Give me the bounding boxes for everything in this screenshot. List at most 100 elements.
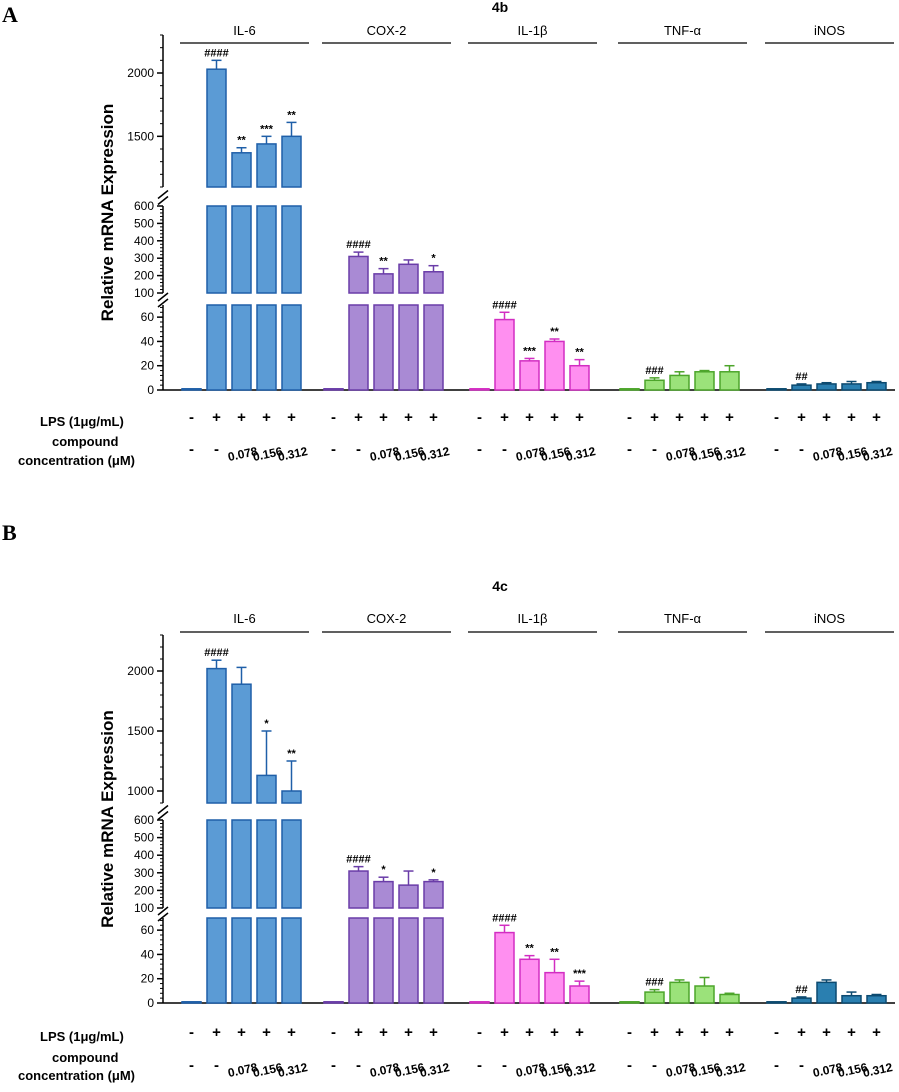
lps-symbol: - <box>477 1024 482 1041</box>
bar <box>719 993 740 1004</box>
lps-symbol: + <box>525 1024 534 1041</box>
bar <box>281 205 302 294</box>
bar <box>841 994 862 1004</box>
concentration-value: 0.156 <box>540 1060 573 1080</box>
lps-symbol: + <box>354 1024 363 1041</box>
significance-label: #### <box>492 299 516 311</box>
bar <box>694 371 715 391</box>
bar <box>569 985 590 1004</box>
y-tick-label: 500 <box>134 831 154 845</box>
lps-symbol: - <box>774 409 779 426</box>
bar <box>181 1001 202 1004</box>
lps-symbol: + <box>354 409 363 426</box>
concentration-symbol: - <box>189 441 194 458</box>
concentration-value: 0.078 <box>369 444 402 464</box>
axis-break-mark <box>157 804 169 815</box>
concentration-value: 0.312 <box>862 444 895 464</box>
significance-label: ** <box>287 109 296 121</box>
group-label: IL-1β <box>518 611 548 626</box>
lps-row-label: LPS (1μg/mL) <box>40 414 124 429</box>
bar <box>231 683 252 804</box>
bar <box>544 971 565 1004</box>
significance-label: * <box>431 253 436 265</box>
concentration-value: 0.078 <box>665 1060 698 1080</box>
lps-symbol: + <box>379 1024 388 1041</box>
lps-symbol: - <box>627 1024 632 1041</box>
bar <box>206 68 227 188</box>
axis-break-mark <box>157 195 169 206</box>
y-tick-label: 20 <box>141 359 155 373</box>
axis-break-mark <box>157 906 169 916</box>
bar <box>323 388 344 391</box>
significance-label: *** <box>260 123 274 135</box>
bar <box>423 271 444 294</box>
concentration-value: 0.078 <box>515 444 548 464</box>
axis-break-mark <box>157 810 169 821</box>
group-label: IL-6 <box>233 23 255 38</box>
lps-symbol: + <box>675 1024 684 1041</box>
y-tick-label: 40 <box>141 334 155 348</box>
lps-symbol: + <box>404 1024 413 1041</box>
compound-row-label: concentration (μM) <box>18 1068 135 1083</box>
concentration-symbol: - <box>477 1057 482 1074</box>
bar <box>544 340 565 391</box>
y-tick-label: 600 <box>134 813 154 827</box>
significance-label: #### <box>492 912 516 924</box>
bar <box>256 774 277 804</box>
bar <box>644 991 665 1004</box>
significance-label: * <box>264 718 269 730</box>
concentration-value: 0.156 <box>540 444 573 464</box>
bar <box>791 384 812 391</box>
lps-symbol: + <box>212 1024 221 1041</box>
significance-label: ** <box>575 347 584 359</box>
lps-symbol: + <box>404 409 413 426</box>
lps-symbol: + <box>797 409 806 426</box>
compound-row-label: concentration (μM) <box>18 453 135 468</box>
concentration-symbol: - <box>502 1057 507 1074</box>
bar <box>519 958 540 1004</box>
y-tick-label: 1500 <box>127 129 154 143</box>
concentration-value: 0.156 <box>394 1060 427 1080</box>
bar <box>494 318 515 391</box>
bar <box>469 388 490 391</box>
bar <box>494 931 515 1004</box>
bar <box>398 917 419 1004</box>
group-label: IL-6 <box>233 611 255 626</box>
lps-symbol: + <box>287 409 296 426</box>
bar <box>519 360 540 391</box>
lps-symbol: - <box>189 409 194 426</box>
concentration-value: 0.312 <box>419 1060 452 1080</box>
bar <box>323 1001 344 1004</box>
concentration-symbol: - <box>214 441 219 458</box>
concentration-symbol: - <box>502 441 507 458</box>
y-tick-label: 1500 <box>127 724 154 738</box>
bar <box>373 880 394 909</box>
y-tick-label: 20 <box>141 972 155 986</box>
bar <box>866 381 887 391</box>
significance-label: #### <box>204 647 228 659</box>
lps-symbol: + <box>725 1024 734 1041</box>
concentration-value: 0.156 <box>252 444 285 464</box>
concentration-symbol: - <box>477 441 482 458</box>
lps-symbol: + <box>822 1024 831 1041</box>
bar <box>766 1001 787 1004</box>
lps-symbol: + <box>650 409 659 426</box>
bar <box>206 917 227 1004</box>
y-axis-label: Relative mRNA Expression <box>98 104 117 322</box>
group-label: COX-2 <box>367 23 407 38</box>
concentration-value: 0.156 <box>690 444 723 464</box>
axis-break-mark <box>157 189 169 200</box>
lps-symbol: - <box>189 1024 194 1041</box>
bar <box>206 205 227 294</box>
lps-symbol: + <box>379 409 388 426</box>
bar <box>348 870 369 909</box>
concentration-value: 0.156 <box>252 1060 285 1080</box>
lps-symbol: + <box>822 409 831 426</box>
lps-symbol: + <box>575 1024 584 1041</box>
bar <box>281 917 302 1004</box>
concentration-value: 0.078 <box>812 444 845 464</box>
bar <box>256 819 277 909</box>
